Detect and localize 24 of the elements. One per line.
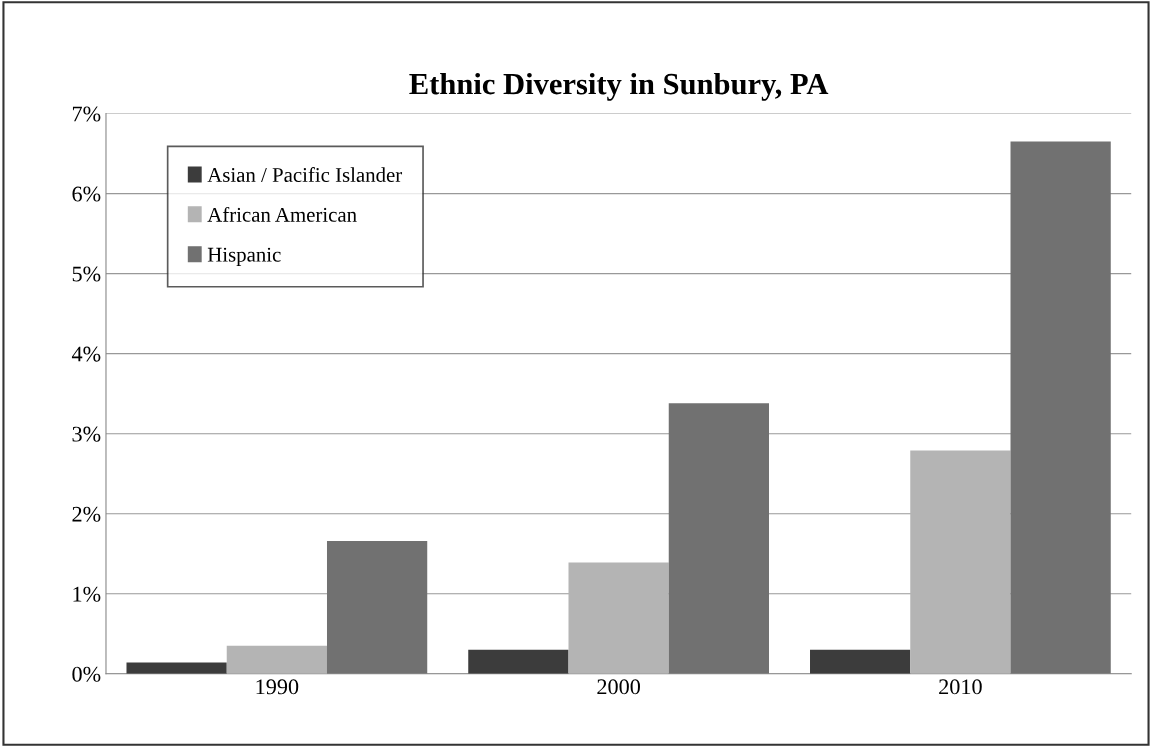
bar: [810, 649, 911, 674]
bar: [668, 403, 769, 674]
bar: [468, 649, 569, 674]
legend-label: Hispanic: [207, 247, 281, 266]
legend-label: Asian / Pacific Islander: [207, 167, 403, 182]
y-tick-label: 7%: [72, 106, 101, 122]
chart-title: Ethnic Diversity in Sunbury, PA: [409, 72, 829, 101]
legend-label: African American: [207, 206, 357, 222]
y-tick-label: 2%: [72, 506, 101, 522]
bar: [1010, 141, 1111, 674]
x-tick-label: 1990: [256, 679, 299, 695]
bar: [326, 540, 428, 674]
bar: [226, 645, 327, 674]
x-tick-label: 2010: [939, 679, 982, 695]
y-tick-label: 6%: [72, 186, 101, 202]
bar: [126, 662, 227, 674]
bar: [910, 450, 1011, 674]
y-tick-label: 0%: [72, 666, 101, 682]
y-tick-label: 5%: [72, 266, 101, 282]
x-tick-label: 2000: [597, 679, 640, 695]
y-tick-label: 1%: [73, 586, 101, 602]
bar: [568, 562, 669, 674]
y-tick-label: 3%: [72, 426, 101, 442]
y-tick-label: 4%: [71, 346, 101, 362]
